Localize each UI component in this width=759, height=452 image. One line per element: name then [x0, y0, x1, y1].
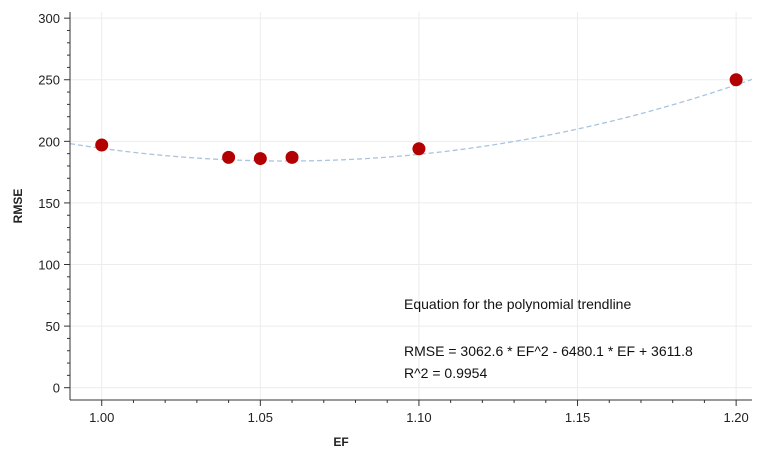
- data-point: [253, 152, 267, 166]
- data-point: [285, 150, 299, 164]
- data-point: [95, 138, 109, 152]
- equation-text: RMSE = 3062.6 * EF^2 - 6480.1 * EF + 361…: [404, 343, 693, 359]
- x-tick-label: 1.15: [565, 410, 590, 425]
- y-tick-label: 200: [38, 134, 60, 149]
- x-tick-label: 1.05: [248, 410, 273, 425]
- x-tick-label: 1.00: [89, 410, 114, 425]
- data-point: [222, 150, 236, 164]
- y-tick-label: 300: [38, 11, 60, 26]
- data-point: [412, 142, 426, 156]
- data-point: [729, 73, 743, 87]
- y-axis-title: RMSE: [11, 189, 25, 224]
- y-tick-label: 50: [46, 319, 60, 334]
- x-tick-label: 1.20: [723, 410, 748, 425]
- equation-title: Equation for the polynomial trendline: [404, 296, 632, 312]
- y-tick-label: 250: [38, 73, 60, 88]
- data-points: [95, 73, 743, 166]
- grid: [70, 12, 752, 400]
- x-axis-title: EF: [333, 435, 348, 449]
- trendline: [69, 78, 753, 162]
- r-squared-text: R^2 = 0.9954: [404, 365, 488, 381]
- y-tick-label: 100: [38, 258, 60, 273]
- y-tick-label: 150: [38, 196, 60, 211]
- axes: 1.00 1.05 1.10 1.15 1.20 0 50 100 150 200 250 300: [38, 11, 752, 425]
- y-tick-label: 0: [53, 381, 60, 396]
- x-tick-label: 1.10: [406, 410, 431, 425]
